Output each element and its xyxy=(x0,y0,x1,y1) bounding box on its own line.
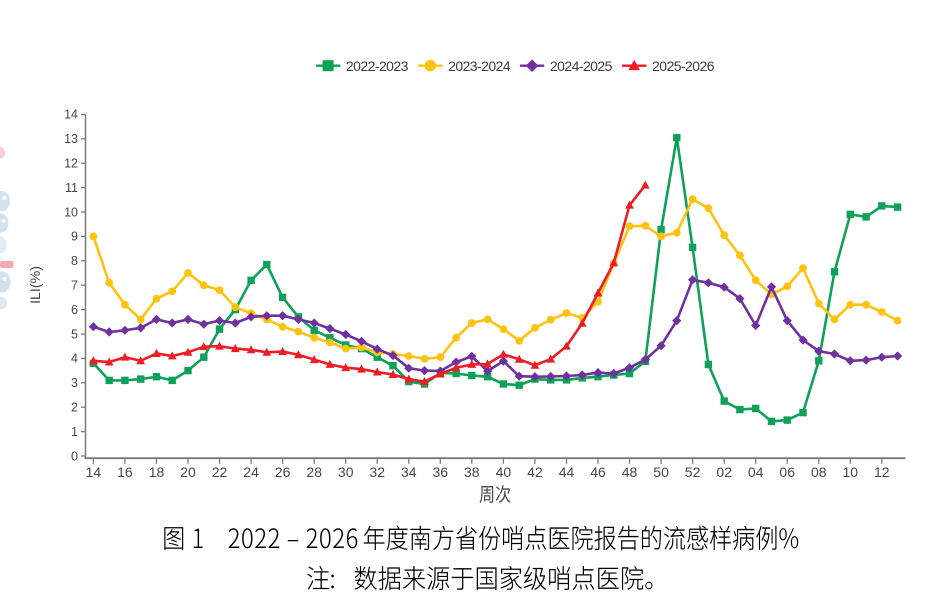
svg-text:2025-2026: 2025-2026 xyxy=(652,58,715,74)
svg-text:48: 48 xyxy=(622,464,638,480)
svg-text:08: 08 xyxy=(811,464,827,480)
svg-text:32: 32 xyxy=(369,464,385,480)
svg-text:12: 12 xyxy=(64,157,78,171)
svg-text:ILI(%): ILI(%) xyxy=(28,266,44,304)
svg-text:12: 12 xyxy=(874,464,890,480)
svg-text:7: 7 xyxy=(71,279,78,293)
svg-text:06: 06 xyxy=(779,464,795,480)
svg-text:4: 4 xyxy=(71,352,78,366)
svg-text:2024-2025: 2024-2025 xyxy=(550,58,613,74)
svg-text:04: 04 xyxy=(748,464,764,480)
svg-text:16: 16 xyxy=(117,464,133,480)
svg-text:20: 20 xyxy=(180,464,196,480)
svg-text:14: 14 xyxy=(86,464,102,480)
svg-text:24: 24 xyxy=(243,464,259,480)
svg-text:9: 9 xyxy=(71,230,78,244)
svg-text:52: 52 xyxy=(685,464,701,480)
svg-text:38: 38 xyxy=(464,464,480,480)
svg-text:2022-2023: 2022-2023 xyxy=(346,58,409,74)
svg-text:34: 34 xyxy=(401,464,417,480)
svg-text:10: 10 xyxy=(64,205,78,219)
svg-text:2023-2024: 2023-2024 xyxy=(448,58,511,74)
svg-text:5: 5 xyxy=(71,327,78,341)
svg-text:26: 26 xyxy=(275,464,291,480)
svg-text:46: 46 xyxy=(590,464,606,480)
svg-text:1: 1 xyxy=(71,425,78,439)
svg-text:42: 42 xyxy=(527,464,543,480)
svg-text:36: 36 xyxy=(433,464,449,480)
svg-text:3: 3 xyxy=(71,376,78,390)
svg-text:02: 02 xyxy=(716,464,732,480)
svg-text:10: 10 xyxy=(843,464,859,480)
svg-text:44: 44 xyxy=(559,464,575,480)
svg-text:2: 2 xyxy=(71,401,78,415)
svg-text:40: 40 xyxy=(496,464,512,480)
svg-text:6: 6 xyxy=(71,303,78,317)
svg-text:30: 30 xyxy=(338,464,354,480)
svg-text:8: 8 xyxy=(71,254,78,268)
svg-text:50: 50 xyxy=(653,464,669,480)
svg-text:0: 0 xyxy=(71,449,78,463)
svg-text:28: 28 xyxy=(306,464,322,480)
svg-text:13: 13 xyxy=(64,132,78,146)
svg-text:14: 14 xyxy=(64,108,78,122)
svg-text:18: 18 xyxy=(149,464,165,480)
svg-text:11: 11 xyxy=(65,181,78,195)
svg-text:22: 22 xyxy=(212,464,228,480)
